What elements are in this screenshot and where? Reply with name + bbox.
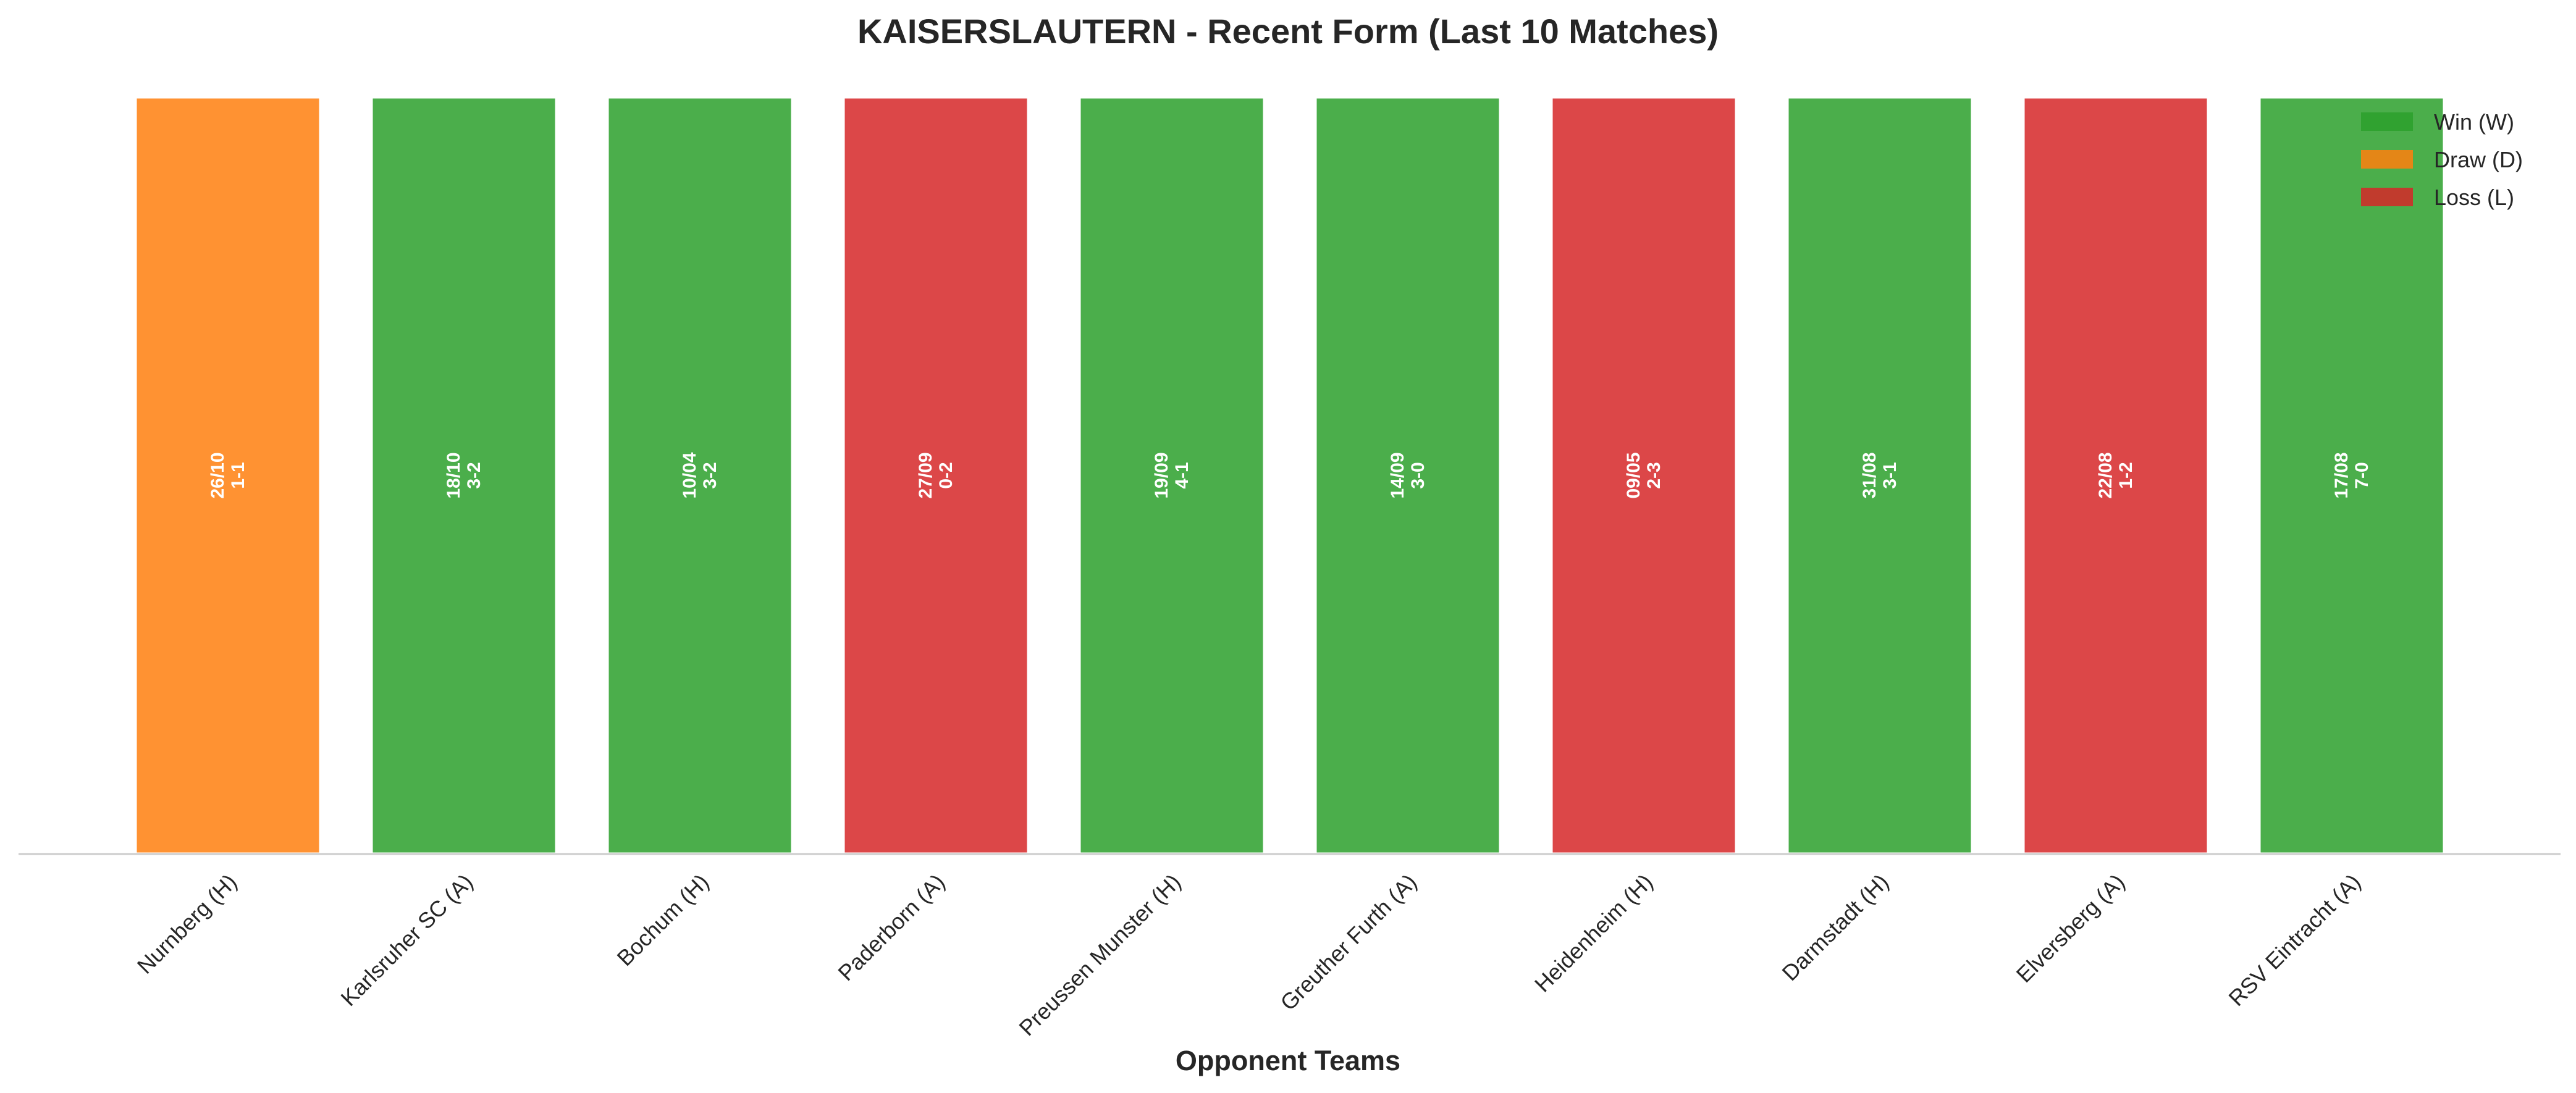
bar — [371, 96, 557, 855]
x-tick-labels: Nurnberg (H) Karlsruher SC (A) Bochum (H) P… — [132, 869, 2366, 1041]
x-tick-label: Greuther Furth (A) — [1275, 869, 1421, 1015]
bar-date: 26/10 — [208, 452, 228, 498]
bar-score: 3-1 — [1880, 462, 1900, 488]
bar-date: 14/09 — [1387, 452, 1408, 498]
bar-date: 19/09 — [1151, 452, 1172, 498]
legend-swatch — [2361, 112, 2413, 131]
x-tick-label: Darmstadt (H) — [1777, 869, 1894, 986]
bar-label: 27/090-2 — [915, 452, 956, 498]
bar-label: 22/081-2 — [2095, 452, 2136, 498]
bars-group: 26/101-1 18/103-2 10/043-2 27/090-2 19/094-1… — [135, 96, 2445, 855]
legend-swatch — [2361, 188, 2413, 206]
bar — [2258, 96, 2445, 855]
bar — [1315, 96, 1501, 855]
bar-score: 3-2 — [700, 462, 720, 488]
bar — [1787, 96, 1973, 855]
bar-date: 27/09 — [915, 452, 936, 498]
bar — [1079, 96, 1265, 855]
bar-label: 14/093-0 — [1387, 452, 1428, 498]
legend-label: Draw (D) — [2434, 147, 2523, 172]
chart-title: KAISERSLAUTERN - Recent Form (Last 10 Ma… — [857, 12, 1719, 51]
x-tick-label: Nurnberg (H) — [132, 869, 242, 979]
bar — [2022, 96, 2209, 855]
x-tick-label: Paderborn (A) — [833, 869, 949, 986]
bar-label: 09/052-3 — [1623, 452, 1664, 498]
bar-score: 1-2 — [2116, 462, 2136, 488]
bar-date: 31/08 — [1859, 452, 1880, 498]
x-tick-label: Heidenheim (H) — [1530, 869, 1657, 997]
x-axis-label: Opponent Teams — [1176, 1045, 1400, 1076]
bar-score: 3-2 — [464, 462, 484, 488]
bar-label: 19/094-1 — [1151, 452, 1192, 498]
bar-label: 18/103-2 — [444, 452, 484, 498]
bar-score: 7-0 — [2352, 462, 2372, 488]
bar-date: 09/05 — [1623, 452, 1644, 498]
bar — [135, 96, 321, 855]
x-tick-label: Bochum (H) — [612, 869, 714, 971]
bar-date: 17/08 — [2331, 452, 2352, 498]
legend: Win (W) Draw (D) Loss (L) — [2361, 109, 2523, 210]
bar-date: 10/04 — [680, 452, 700, 498]
bar-score: 3-0 — [1408, 462, 1428, 488]
bar-date: 18/10 — [444, 452, 464, 498]
x-tick-label: Elversberg (A) — [2011, 869, 2130, 987]
x-tick-label: Preussen Munster (H) — [1014, 869, 1185, 1041]
bar-label: 17/087-0 — [2331, 452, 2372, 498]
bar-score: 2-3 — [1644, 462, 1664, 488]
bar-score: 1-1 — [228, 462, 248, 488]
legend-swatch — [2361, 150, 2413, 169]
bar-label: 26/101-1 — [208, 452, 248, 498]
bar-score: 0-2 — [936, 462, 956, 488]
bar — [607, 96, 793, 855]
bar-label: 31/083-1 — [1859, 452, 1900, 498]
legend-label: Loss (L) — [2434, 185, 2514, 210]
bar — [1551, 96, 1737, 855]
bar-score: 4-1 — [1172, 462, 1192, 488]
bar-label: 10/043-2 — [680, 452, 720, 498]
bar-date: 22/08 — [2095, 452, 2116, 498]
x-tick-label: RSV Eintracht (A) — [2223, 869, 2365, 1011]
bar — [843, 96, 1029, 855]
x-tick-label: Karlsruher SC (A) — [335, 869, 478, 1011]
legend-label: Win (W) — [2434, 109, 2514, 135]
